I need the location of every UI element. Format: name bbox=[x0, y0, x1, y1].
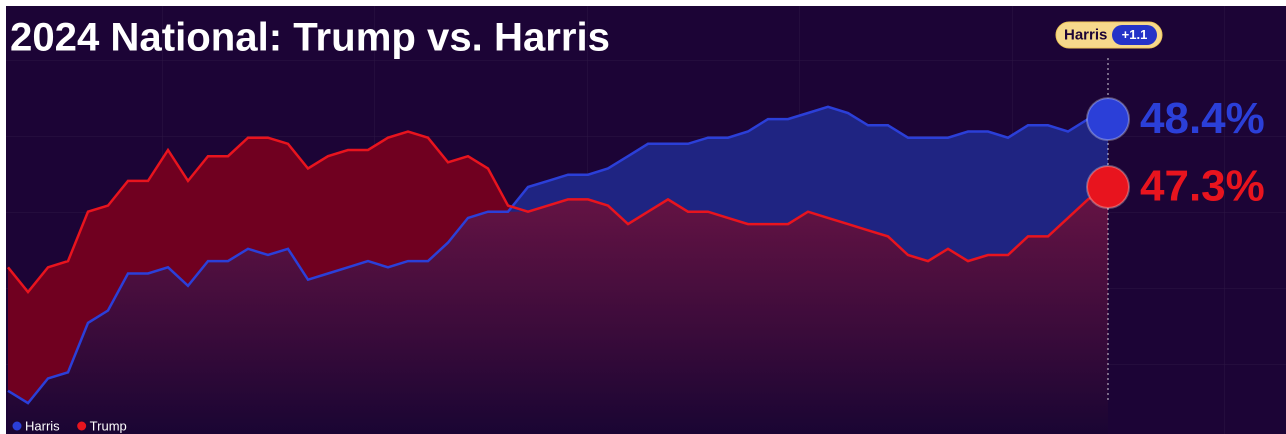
badge-name: Harris bbox=[1064, 26, 1107, 43]
chart-title: 2024 National: Trump vs. Harris bbox=[10, 16, 610, 60]
legend-label: Harris bbox=[25, 418, 60, 433]
legend-label: Trump bbox=[90, 418, 127, 433]
chart: 48.4% 47.3% 2024 National: Trump vs. Harr… bbox=[0, 0, 1286, 434]
badge-margin-label: +1.1 bbox=[1122, 27, 1148, 42]
end-avatar bbox=[1087, 166, 1129, 208]
legend-marker bbox=[13, 422, 22, 431]
lead-badge: Harris +1.1 bbox=[1056, 22, 1162, 48]
legend-marker bbox=[77, 422, 86, 431]
end-label: 47.3% bbox=[1140, 162, 1265, 211]
page: 48.4% 47.3% 2024 National: Trump vs. Harr… bbox=[0, 0, 1286, 434]
end-label: 48.4% bbox=[1140, 94, 1265, 143]
end-avatar bbox=[1087, 98, 1129, 140]
